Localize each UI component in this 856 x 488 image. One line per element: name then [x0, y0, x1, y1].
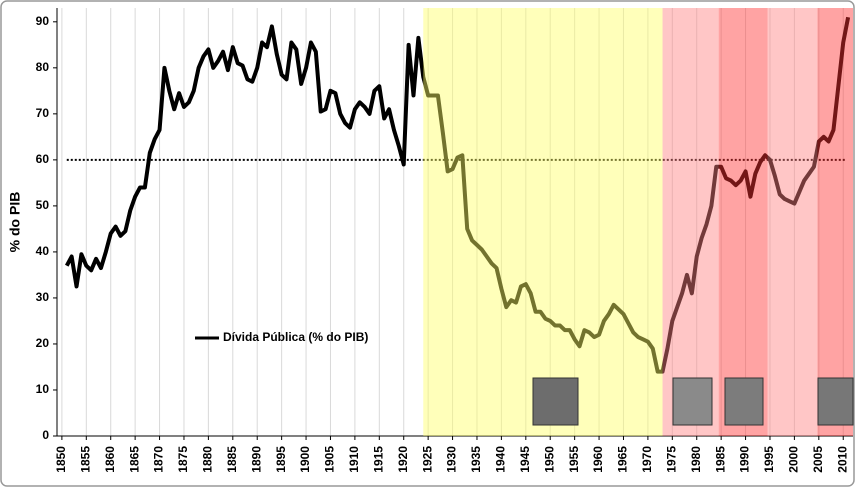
x-tick-label: 1870	[152, 446, 166, 473]
x-tick-label: 1970	[640, 446, 654, 473]
y-tick-label: 30	[36, 290, 50, 304]
y-tick-label: 60	[36, 152, 50, 166]
period-band	[662, 8, 719, 436]
x-tick-label: 1965	[616, 446, 630, 473]
period-band	[423, 8, 663, 436]
x-tick-label: 1850	[54, 446, 68, 473]
x-tick-label: 1945	[518, 446, 532, 473]
x-tick-label: 1880	[201, 446, 215, 473]
x-tick-label: 1875	[176, 446, 190, 473]
legend-label: Dívida Pública (% do PIB)	[223, 330, 368, 344]
x-tick-label: 2005	[811, 446, 825, 473]
x-tick-label: 1940	[494, 446, 508, 473]
photo	[724, 377, 764, 426]
x-tick-label: 1930	[445, 446, 459, 473]
y-tick-label: 0	[42, 428, 49, 442]
photo	[672, 377, 713, 426]
x-tick-label: 1935	[469, 446, 483, 473]
photo	[817, 377, 854, 426]
x-tick-label: 1960	[591, 446, 605, 473]
x-tick-label: 1955	[567, 446, 581, 473]
x-tick-label: 1900	[298, 446, 312, 473]
x-tick-label: 1890	[249, 446, 263, 473]
x-tick-label: 1920	[396, 446, 410, 473]
period-band	[767, 8, 818, 436]
x-tick-label: 1860	[103, 446, 117, 473]
x-tick-label: 1925	[420, 446, 434, 473]
x-tick-label: 1905	[323, 446, 337, 473]
x-tick-label: 2010	[835, 446, 849, 473]
y-tick-label: 20	[36, 336, 50, 350]
y-tick-label: 90	[36, 14, 50, 28]
line	[65, 16, 851, 374]
x-tick-label: 2000	[787, 446, 801, 473]
y-tick-label: 80	[36, 60, 50, 74]
x-tick-label: 1995	[762, 446, 776, 473]
period-band	[718, 8, 768, 436]
x-tick-label: 1985	[713, 446, 727, 473]
y-tick-label: 70	[36, 106, 50, 120]
y-tick-label: 40	[36, 244, 50, 258]
x-tick-label: 1865	[127, 446, 141, 473]
y-tick-label: 10	[36, 382, 50, 396]
x-tick-label: 1915	[371, 446, 385, 473]
period-band	[817, 8, 853, 436]
x-tick-label: 1885	[225, 446, 239, 473]
x-tick-label: 1990	[738, 446, 752, 473]
x-tick-label: 1855	[78, 446, 92, 473]
photo	[532, 377, 579, 426]
x-tick-label: 1895	[274, 446, 288, 473]
x-tick-label: 1975	[664, 446, 678, 473]
x-tick-label: 1950	[542, 446, 556, 473]
y-tick-label: 50	[36, 198, 50, 212]
y-axis-label: % do PIB	[7, 192, 23, 253]
x-tick-label: 1910	[347, 446, 361, 473]
x-tick-label: 1980	[689, 446, 703, 473]
